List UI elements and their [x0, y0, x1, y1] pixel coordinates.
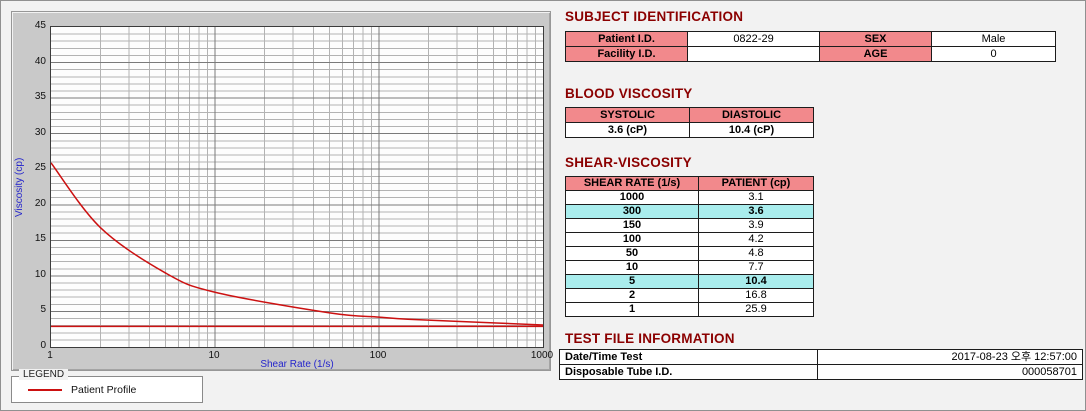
shear-rate-cell: 5	[565, 274, 699, 289]
test-file-information-title: TEST FILE INFORMATION	[565, 331, 735, 346]
plot-area	[50, 26, 544, 348]
patient-cp-header: PATIENT (cp)	[698, 176, 814, 191]
y-tick-label: 20	[34, 197, 46, 209]
shear-value-cell: 3.9	[698, 218, 814, 233]
shear-row: 50 4.8	[565, 246, 814, 261]
shear-value-cell: 25.9	[698, 302, 814, 317]
facility-id-label: Facility I.D.	[565, 46, 688, 62]
shear-viscosity-title: SHEAR-VISCOSITY	[565, 155, 692, 170]
shear-value-cell: 4.8	[698, 246, 814, 261]
series-patient-profile	[51, 162, 543, 326]
shear-rate-cell: 300	[565, 204, 699, 219]
blood-viscosity-title: BLOOD VISCOSITY	[565, 86, 693, 101]
table-header-row: SHEAR RATE (1/s) PATIENT (cp)	[565, 176, 814, 191]
shear-row: 300 3.6	[565, 204, 814, 219]
patient-id-value: 0822-29	[687, 31, 820, 47]
y-tick-label: 5	[40, 304, 46, 316]
legend-item-label: Patient Profile	[71, 384, 137, 396]
shear-rate-cell: 1000	[565, 190, 699, 205]
patient-id-label: Patient I.D.	[565, 31, 688, 47]
legend-line-sample	[28, 389, 62, 391]
viscosity-chart-panel: Viscosity (cp) Shear Rate (1/s) 0 5 10 15 20…	[11, 11, 553, 371]
date-time-value: 2017-08-23 오후 12:57:00	[817, 349, 1083, 365]
y-tick-label: 35	[34, 91, 46, 103]
shear-value-cell: 16.8	[698, 288, 814, 303]
shear-rate-cell: 10	[565, 260, 699, 275]
test-file-table: Date/Time Test 2017-08-23 오후 12:57:00 Di…	[559, 349, 1083, 380]
table-row: Date/Time Test 2017-08-23 오후 12:57:00	[559, 349, 1083, 365]
table-row: Facility I.D. AGE 0	[565, 46, 1056, 62]
shear-value-cell: 4.2	[698, 232, 814, 247]
subject-table: Patient I.D. 0822-29 SEX Male Facility I…	[565, 31, 1056, 62]
x-tick-label: 10	[208, 350, 220, 361]
legend-title: LEGEND	[19, 369, 69, 380]
chart-plot-svg	[51, 27, 543, 347]
y-tick-label: 40	[34, 55, 46, 67]
y-tick-label: 10	[34, 268, 46, 280]
shear-row: 100 4.2	[565, 232, 814, 247]
systolic-header: SYSTOLIC	[565, 107, 690, 123]
shear-row: 1 25.9	[565, 302, 814, 317]
x-axis-label: Shear Rate (1/s)	[260, 359, 334, 370]
x-tick-label: 1	[47, 350, 53, 361]
shear-row: 10 7.7	[565, 260, 814, 275]
sex-value: Male	[931, 31, 1056, 47]
shear-value-cell: 7.7	[698, 260, 814, 275]
systolic-value: 3.6 (cP)	[565, 122, 690, 138]
shear-viscosity-table: SHEAR RATE (1/s) PATIENT (cp) 1000 3.1 3…	[565, 176, 814, 317]
y-tick-label: 45	[34, 20, 46, 31]
tube-id-label: Disposable Tube I.D.	[559, 364, 818, 380]
date-time-label: Date/Time Test	[559, 349, 818, 365]
table-row: Disposable Tube I.D. 000058701	[559, 364, 1083, 380]
tube-id-value: 000058701	[817, 364, 1083, 380]
shear-rate-header: SHEAR RATE (1/s)	[565, 176, 699, 191]
legend-item: Patient Profile	[28, 384, 136, 396]
shear-rate-cell: 1	[565, 302, 699, 317]
age-value: 0	[931, 46, 1056, 62]
report-panel: SUBJECT IDENTIFICATION Patient I.D. 0822…	[559, 5, 1083, 380]
shear-value-cell: 10.4	[698, 274, 814, 289]
shear-rate-cell: 100	[565, 232, 699, 247]
x-tick-label: 100	[369, 350, 387, 361]
shear-rate-cell: 150	[565, 218, 699, 233]
shear-row: 1000 3.1	[565, 190, 814, 205]
diastolic-header: DIASTOLIC	[689, 107, 814, 123]
y-tick-label: 30	[34, 126, 46, 138]
shear-rate-cell: 50	[565, 246, 699, 261]
diastolic-value: 10.4 (cP)	[689, 122, 814, 138]
shear-row: 150 3.9	[565, 218, 814, 233]
y-tick-label: 0	[40, 340, 46, 351]
shear-rate-cell: 2	[565, 288, 699, 303]
table-row: 3.6 (cP) 10.4 (cP)	[565, 122, 814, 138]
facility-id-value	[687, 46, 820, 62]
table-row: SYSTOLIC DIASTOLIC	[565, 107, 814, 123]
sex-label: SEX	[819, 31, 932, 47]
y-tick-label: 25	[34, 162, 46, 174]
shear-row: 5 10.4	[565, 274, 814, 289]
subject-identification-title: SUBJECT IDENTIFICATION	[565, 9, 744, 24]
age-label: AGE	[819, 46, 932, 62]
legend-box: LEGEND Patient Profile	[11, 369, 203, 403]
blood-viscosity-table: SYSTOLIC DIASTOLIC 3.6 (cP) 10.4 (cP)	[565, 107, 814, 138]
shear-value-cell: 3.1	[698, 190, 814, 205]
y-tick-label: 15	[34, 233, 46, 245]
shear-row: 2 16.8	[565, 288, 814, 303]
table-row: Patient I.D. 0822-29 SEX Male	[565, 31, 1056, 47]
y-axis-label: Viscosity (cp)	[14, 157, 25, 217]
shear-value-cell: 3.6	[698, 204, 814, 219]
x-tick-label: 1000	[530, 350, 554, 361]
